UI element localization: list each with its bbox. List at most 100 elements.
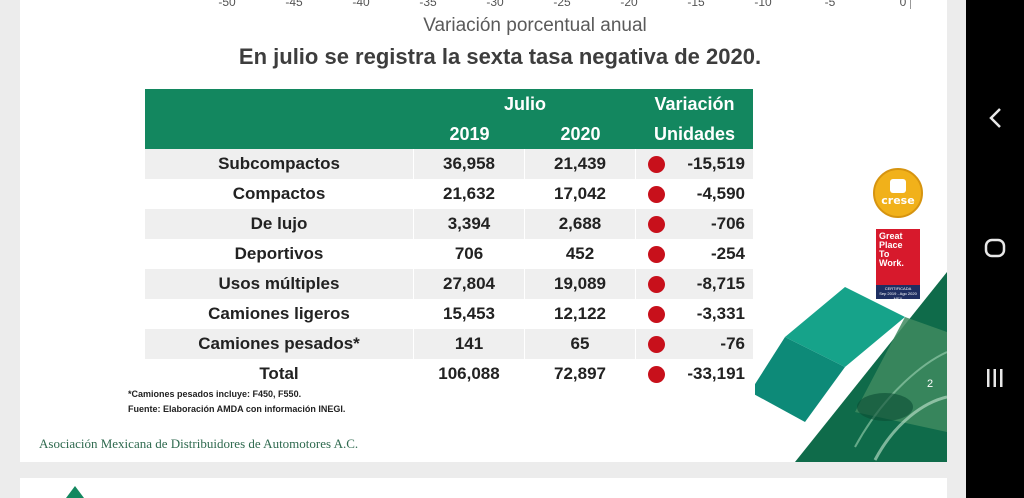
- back-icon: [989, 108, 1001, 128]
- variation-wrap: -4,590: [636, 184, 753, 204]
- variation-wrap: -15,519: [636, 154, 753, 174]
- row-variation: -4,590: [696, 184, 745, 203]
- table-row: Deportivos 706 452 -254: [145, 239, 753, 269]
- variation-wrap: -33,191: [636, 364, 753, 384]
- row-variation: -15,519: [687, 154, 745, 173]
- footnote: *Camiones pesados incluye: F450, F550.: [128, 389, 302, 399]
- row-value-2020: 452: [525, 239, 636, 269]
- variation-wrap: -76: [636, 334, 753, 354]
- row-variation-cell: -15,519: [636, 149, 753, 179]
- row-value-2019: 3,394: [414, 209, 525, 239]
- back-button[interactable]: [966, 98, 1024, 138]
- row-variation-cell: -254: [636, 239, 753, 269]
- axis-line: [910, 0, 911, 9]
- recents-button[interactable]: [966, 358, 1024, 398]
- table-row: Subcompactos 36,958 21,439 -15,519: [145, 149, 753, 179]
- axis-tick: 0: [899, 0, 907, 9]
- android-navigation-bar: [966, 0, 1024, 498]
- table-row: Camiones ligeros 15,453 12,122 -3,331: [145, 299, 753, 329]
- next-slide-logo-icon: [66, 486, 84, 498]
- row-variation: -33,191: [687, 364, 745, 383]
- row-variation-cell: -8,715: [636, 269, 753, 299]
- decorative-corner-graphic: [755, 272, 947, 462]
- variation-wrap: -8,715: [636, 274, 753, 294]
- variation-wrap: -706: [636, 214, 753, 234]
- gptw-country-text: MEX: [893, 296, 903, 301]
- axis-ticks: -50 -45 -40 -35 -30 -25 -20 -15 -10 -5 0: [20, 0, 947, 10]
- great-place-to-work-badge: Great Place To Work.: [876, 229, 920, 285]
- table-row: Total 106,088 72,897 -33,191: [145, 359, 753, 389]
- gptw-line: Great: [879, 231, 903, 241]
- row-category: Compactos: [145, 179, 414, 209]
- negative-indicator-icon: [648, 245, 665, 263]
- row-variation-cell: -3,331: [636, 299, 753, 329]
- variation-wrap: -3,331: [636, 304, 753, 324]
- axis-tick: -20: [620, 0, 638, 9]
- row-variation-cell: -76: [636, 329, 753, 359]
- header-blank: [145, 89, 414, 119]
- header-blank: [145, 119, 414, 149]
- slide-headline: En julio se registra la sexta tasa negat…: [238, 44, 762, 69]
- row-variation: -3,331: [696, 304, 745, 323]
- axis-title: Variación porcentual anual: [423, 15, 647, 36]
- negative-indicator-icon: [648, 305, 665, 323]
- row-variation-cell: -4,590: [636, 179, 753, 209]
- axis-tick: -15: [687, 0, 705, 9]
- axis-tick: -5: [824, 0, 836, 9]
- table-row: Camiones pesados* 141 65 -76: [145, 329, 753, 359]
- row-value-2019: 15,453: [414, 299, 525, 329]
- row-value-2020: 21,439: [525, 149, 636, 179]
- crese-emblem-icon: [890, 179, 906, 193]
- negative-indicator-icon: [648, 185, 665, 203]
- header-units: Unidades: [636, 119, 753, 149]
- negative-indicator-icon: [648, 275, 665, 293]
- axis-tick: -45: [285, 0, 303, 9]
- table-row: De lujo 3,394 2,688 -706: [145, 209, 753, 239]
- row-variation: -706: [710, 214, 745, 233]
- header-year-2019: 2019: [414, 119, 525, 149]
- table-row: Usos múltiples 27,804 19,089 -8,715: [145, 269, 753, 299]
- negative-indicator-icon: [648, 335, 665, 353]
- row-category: Camiones ligeros: [145, 299, 414, 329]
- next-slide-preview: [20, 478, 947, 498]
- row-value-2020: 17,042: [525, 179, 636, 209]
- row-category: De lujo: [145, 209, 414, 239]
- gptw-certification: CERTIFICADA Sep 2019 - Ago 2020 MEX: [876, 285, 920, 301]
- home-button[interactable]: [966, 228, 1024, 268]
- sales-table: Julio Variación 2019 2020 Unidades Subco…: [145, 89, 753, 389]
- slide: -50 -45 -40 -35 -30 -25 -20 -15 -10 -5 0…: [20, 0, 947, 462]
- row-category: Subcompactos: [145, 149, 414, 179]
- gptw-line: To: [879, 249, 890, 259]
- gptw-line: Work.: [879, 258, 904, 268]
- row-variation: -254: [710, 244, 745, 263]
- organization-name: Asociación Mexicana de Distribuidores de…: [39, 436, 359, 451]
- axis-tick: -10: [754, 0, 772, 9]
- row-category: Usos múltiples: [145, 269, 414, 299]
- header-year-2020: 2020: [525, 119, 636, 149]
- crese-logo: crese: [873, 168, 923, 218]
- row-variation-cell: -706: [636, 209, 753, 239]
- page-number: 2: [927, 378, 934, 390]
- row-value-2020: 65: [525, 329, 636, 359]
- row-variation: -8,715: [696, 274, 745, 293]
- negative-indicator-icon: [648, 215, 665, 233]
- home-icon: [984, 238, 1006, 258]
- row-value-2019: 36,958: [414, 149, 525, 179]
- header-variation: Variación: [636, 89, 753, 119]
- table-row: Compactos 21,632 17,042 -4,590: [145, 179, 753, 209]
- axis-tick: -50: [218, 0, 236, 9]
- table-body: Subcompactos 36,958 21,439 -15,519 Compactos…: [145, 149, 753, 389]
- source-note: Fuente: Elaboración AMDA con información…: [128, 404, 346, 414]
- table-header-row: Julio Variación: [145, 89, 753, 119]
- row-variation: -76: [720, 334, 745, 353]
- variation-wrap: -254: [636, 244, 753, 264]
- row-value-2020: 12,122: [525, 299, 636, 329]
- recents-icon: [987, 369, 1003, 387]
- row-value-2019: 141: [414, 329, 525, 359]
- gptw-cert-text: CERTIFICADA: [884, 286, 912, 291]
- axis-tick: -35: [419, 0, 437, 9]
- row-value-2019: 21,632: [414, 179, 525, 209]
- axis-tick: -40: [352, 0, 370, 9]
- axis-tick: -25: [553, 0, 571, 9]
- header-month: Julio: [414, 89, 636, 119]
